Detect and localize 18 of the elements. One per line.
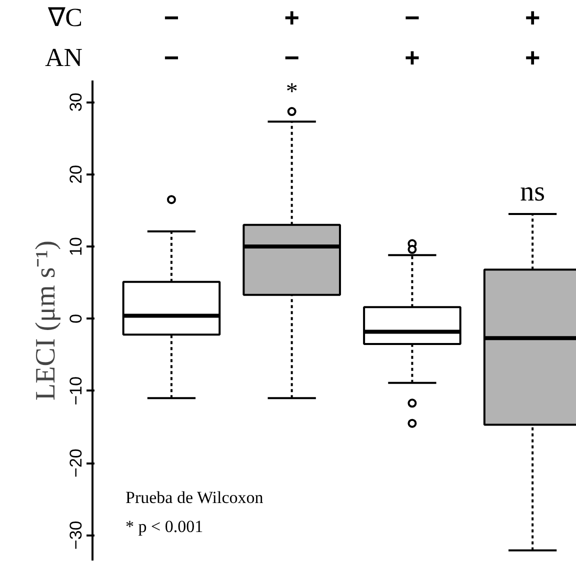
y-tick-label: 10 [66,237,86,256]
annotation: * p < 0.001 [126,517,204,536]
y-tick-label: −30 [66,520,86,550]
x-tick-label: + − [284,2,300,72]
annotation: ns [520,176,546,208]
y-tick-label: 0 [66,314,86,324]
text: ∇C [47,3,82,32]
y-tick-label: 20 [66,164,86,184]
y-tick-label: −10 [66,376,86,406]
annotation: Prueba de Wilcoxon [126,488,264,508]
annotation: * [286,79,298,106]
x-tick-label: − + [404,2,420,72]
y-axis-title: LECI (μm s⁻¹) [30,240,62,400]
y-tick-label: 30 [66,92,86,112]
y-tick-label: −20 [66,448,86,478]
text: AN [44,43,83,72]
x-tick-label: + + [524,2,540,72]
x-tick-label: − − [164,2,180,72]
